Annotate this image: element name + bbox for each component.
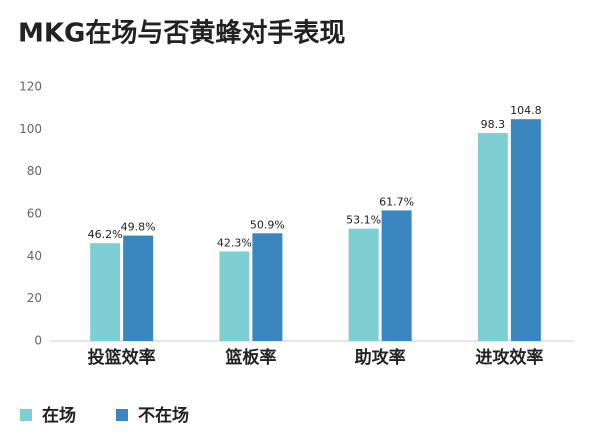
y-tick-label: 120 [19, 80, 42, 94]
x-tick-label: 进攻效率 [475, 347, 543, 368]
legend-swatch [20, 409, 32, 421]
legend-label: 在场 [42, 405, 76, 426]
bar [252, 233, 283, 341]
value-label: 46.2% [88, 228, 123, 241]
value-label: 104.8 [510, 104, 542, 117]
value-label: 49.8% [121, 221, 156, 234]
y-tick-label: 40 [27, 249, 42, 263]
value-label: 42.3% [217, 236, 252, 249]
value-label: 61.7% [379, 195, 414, 208]
y-tick-label: 100 [19, 122, 42, 136]
value-label: 98.3 [481, 118, 506, 131]
bar [123, 235, 154, 341]
x-tick-label: 助攻率 [355, 347, 406, 368]
bar [219, 251, 250, 341]
bar [510, 119, 541, 341]
x-tick-label: 投篮效率 [88, 347, 156, 368]
y-tick-label: 80 [27, 164, 42, 178]
bar [90, 243, 121, 341]
chart-title: MKG在场与否黄蜂对手表现 [18, 19, 345, 49]
bar [477, 132, 508, 341]
value-label: 53.1% [346, 214, 381, 227]
y-tick-label: 20 [27, 291, 42, 305]
legend-swatch [116, 409, 128, 421]
bar [381, 210, 412, 341]
legend-label: 不在场 [138, 405, 189, 426]
y-tick-label: 0 [34, 334, 42, 348]
y-tick-label: 60 [27, 207, 42, 221]
value-label: 50.9% [250, 218, 285, 231]
bar [348, 228, 379, 341]
x-tick-label: 篮板率 [224, 347, 276, 368]
